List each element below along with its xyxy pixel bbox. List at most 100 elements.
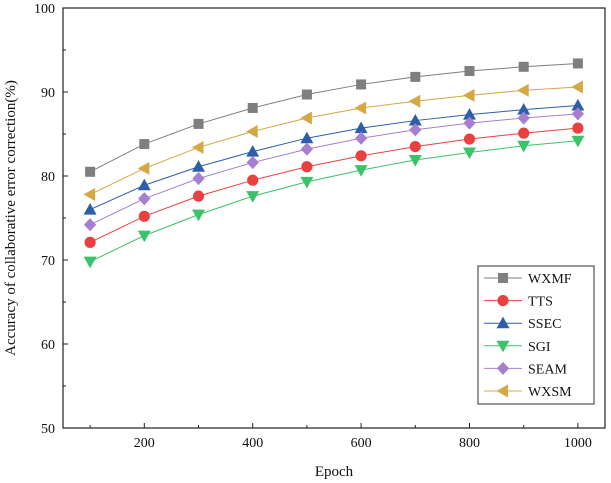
series-line bbox=[89, 86, 578, 195]
data-point bbox=[247, 174, 259, 186]
legend-label: SGI bbox=[528, 340, 551, 355]
data-point bbox=[301, 89, 312, 100]
series-sgi bbox=[83, 135, 585, 269]
data-point bbox=[83, 202, 97, 215]
data-point bbox=[571, 135, 585, 148]
data-point bbox=[463, 116, 476, 130]
data-point bbox=[300, 111, 312, 125]
series-wxsm bbox=[83, 80, 583, 201]
y-tick-label: 100 bbox=[34, 2, 55, 17]
data-point bbox=[83, 256, 97, 269]
data-point bbox=[301, 161, 313, 173]
legend-entry-ssec: SSEC bbox=[484, 316, 561, 332]
legend-box bbox=[477, 265, 595, 405]
legend-label: TTS bbox=[528, 295, 553, 310]
series-line bbox=[89, 140, 578, 263]
legend-entry-wxmf: WXMF bbox=[484, 272, 572, 287]
legend-label: WXMF bbox=[528, 272, 572, 287]
data-point bbox=[192, 209, 205, 222]
legend-marker bbox=[496, 340, 510, 353]
data-point bbox=[193, 118, 204, 129]
data-point bbox=[354, 131, 368, 145]
legend-marker bbox=[496, 316, 510, 329]
x-axis-label: Epoch bbox=[315, 464, 354, 480]
data-point bbox=[138, 210, 150, 222]
data-point bbox=[408, 155, 422, 167]
data-point bbox=[354, 165, 368, 177]
data-point bbox=[355, 150, 367, 162]
data-point bbox=[356, 79, 367, 90]
series-ssec bbox=[83, 98, 585, 215]
legend-label: WXSM bbox=[528, 385, 572, 400]
legend-label: SSEC bbox=[528, 317, 561, 332]
series-line bbox=[89, 62, 578, 173]
y-tick-label: 50 bbox=[41, 422, 55, 437]
data-point bbox=[192, 160, 205, 172]
data-point bbox=[409, 123, 422, 137]
ticks-layer: 200 400 600 800 1000 50 60 70 80 90 100 bbox=[34, 2, 592, 451]
data-point bbox=[571, 80, 583, 94]
data-point bbox=[84, 236, 96, 248]
y-tick-label: 80 bbox=[41, 170, 55, 185]
legend-marker bbox=[496, 384, 509, 398]
data-point bbox=[517, 83, 529, 97]
data-point bbox=[137, 178, 151, 191]
data-point bbox=[138, 192, 151, 206]
data-point bbox=[83, 218, 97, 232]
legend-entry-wxsm: WXSM bbox=[484, 384, 572, 400]
data-point bbox=[192, 190, 205, 202]
series-line bbox=[89, 104, 578, 211]
data-point bbox=[247, 102, 258, 113]
data-point bbox=[571, 107, 585, 121]
legend-entry-seam: SEAM bbox=[484, 361, 567, 377]
data-point bbox=[517, 140, 531, 153]
data-point bbox=[191, 140, 204, 154]
data-point bbox=[137, 161, 150, 175]
data-point bbox=[572, 58, 583, 69]
data-point bbox=[572, 122, 584, 134]
data-point bbox=[85, 166, 96, 177]
x-tick-label: 200 bbox=[134, 436, 155, 451]
legend-entry-tts: TTS bbox=[484, 295, 553, 310]
x-tick-label: 400 bbox=[242, 436, 263, 451]
series-seam bbox=[83, 107, 585, 232]
data-point bbox=[518, 127, 530, 139]
legend-marker bbox=[496, 361, 510, 375]
data-point bbox=[410, 71, 421, 82]
data-point bbox=[463, 133, 476, 145]
series-line bbox=[89, 113, 578, 226]
data-point bbox=[246, 155, 259, 170]
data-point bbox=[246, 191, 260, 203]
data-point bbox=[137, 230, 151, 243]
series-wxmf bbox=[85, 58, 583, 177]
data-point bbox=[354, 101, 367, 115]
data-point bbox=[246, 124, 258, 138]
y-axis-label: Accuracy of collaborative error correcti… bbox=[3, 80, 19, 356]
legend-label: SEAM bbox=[528, 362, 567, 377]
y-tick-label: 90 bbox=[41, 86, 55, 101]
data-point bbox=[192, 171, 205, 186]
data-point bbox=[408, 94, 421, 108]
data-point bbox=[83, 187, 96, 201]
x-tick-label: 1000 bbox=[564, 436, 592, 451]
series-line bbox=[89, 127, 578, 243]
x-tick-label: 600 bbox=[351, 436, 372, 451]
data-point bbox=[463, 147, 476, 160]
y-tick-label: 70 bbox=[41, 254, 55, 269]
data-point bbox=[462, 88, 475, 102]
data-point bbox=[300, 142, 314, 156]
legend-marker bbox=[497, 294, 509, 307]
data-point bbox=[139, 139, 150, 150]
y-tick-label: 60 bbox=[41, 338, 55, 353]
series-layer bbox=[83, 58, 585, 269]
legend-entry-sgi: SGI bbox=[484, 340, 551, 355]
legend-marker bbox=[497, 272, 508, 283]
x-tick-label: 800 bbox=[459, 436, 480, 451]
series-tts bbox=[84, 122, 584, 248]
data-point bbox=[518, 61, 529, 72]
data-point bbox=[300, 176, 314, 189]
data-point bbox=[409, 141, 421, 153]
data-point bbox=[517, 111, 530, 125]
legend: WXMF TTS SSEC SGI SEAM WXSM bbox=[477, 265, 595, 405]
